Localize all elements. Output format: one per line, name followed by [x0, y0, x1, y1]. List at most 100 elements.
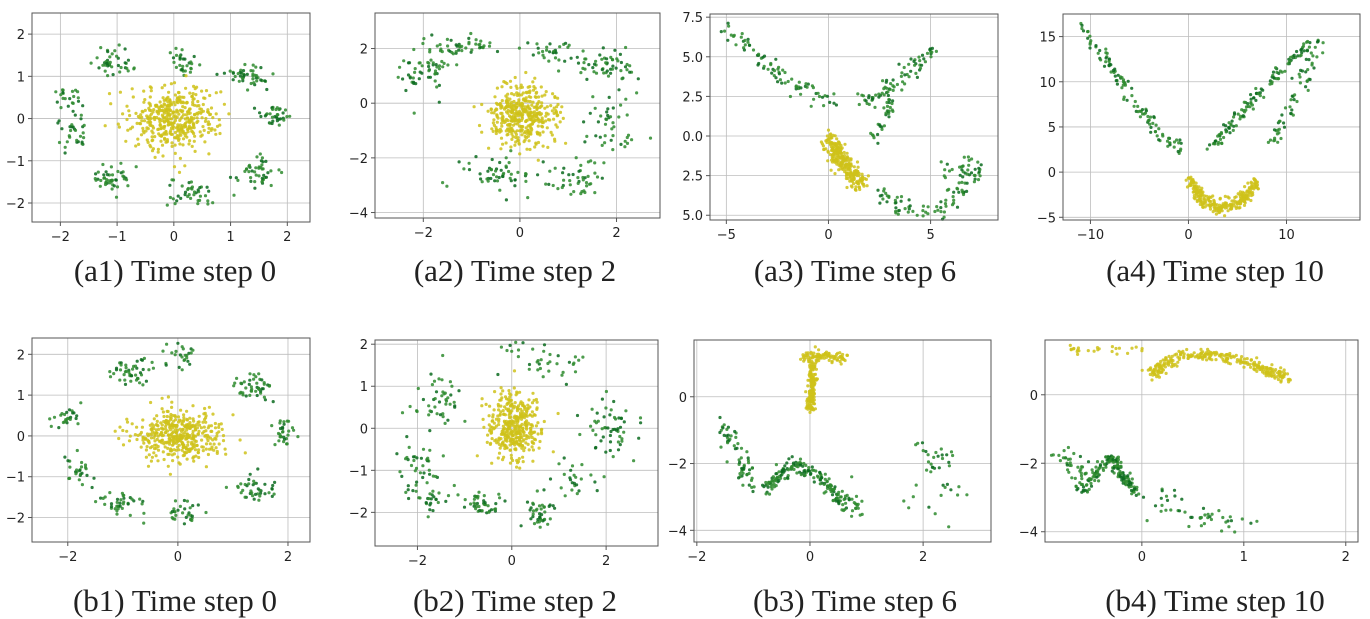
yellow-point [543, 106, 547, 110]
green-point [99, 496, 103, 500]
yellow-point [217, 430, 221, 434]
green-point [1153, 130, 1158, 134]
yellow-point [152, 451, 156, 455]
green-point [926, 460, 931, 464]
green-point [930, 465, 934, 469]
green-point [752, 485, 756, 489]
caption-a2: (a2) Time step 2 [413, 253, 617, 288]
yellow-point [218, 123, 222, 127]
green-point [479, 177, 483, 181]
green-point [719, 445, 723, 449]
green-point [1232, 115, 1236, 119]
yellow-point [184, 425, 188, 429]
green-point [138, 381, 142, 385]
green-point [404, 88, 408, 93]
yellow-point [516, 138, 520, 142]
green-point [548, 169, 552, 173]
green-point [602, 71, 606, 75]
yellow-point [1218, 207, 1222, 211]
yellow-point [512, 386, 516, 390]
green-point [57, 426, 61, 430]
green-point [190, 187, 194, 191]
yellow-point [162, 120, 166, 124]
yellow-point [183, 106, 187, 110]
green-point [1307, 58, 1311, 62]
yellow-point [167, 123, 171, 127]
green-point [608, 433, 612, 438]
green-point [123, 382, 128, 386]
yellow-point [139, 445, 143, 449]
green-point [576, 176, 580, 180]
green-point [448, 402, 452, 406]
green-point [1107, 59, 1111, 64]
green-point [1136, 104, 1140, 108]
green-point [1110, 469, 1114, 473]
green-point [121, 174, 125, 178]
green-point [508, 343, 512, 347]
green-point [252, 106, 257, 110]
green-point [1316, 39, 1320, 43]
green-point [1057, 453, 1061, 457]
green-point [1144, 109, 1148, 113]
green-point [285, 419, 289, 423]
green-point [129, 379, 133, 383]
green-point [779, 473, 783, 477]
green-point [601, 435, 605, 439]
green-point [398, 470, 402, 474]
yellow-point [186, 443, 190, 447]
yellow-point [181, 454, 185, 458]
green-point [241, 79, 245, 83]
green-point [279, 434, 283, 438]
green-point [265, 87, 269, 92]
yellow-point [543, 93, 547, 97]
green-point [132, 67, 136, 71]
green-point [617, 416, 621, 420]
yellow-point [204, 416, 208, 420]
green-point [780, 470, 784, 474]
yellow-point [1246, 197, 1250, 201]
green-point [890, 108, 894, 112]
green-point [620, 439, 624, 443]
yellow-point [852, 172, 856, 176]
yellow-point [173, 93, 177, 97]
green-point [255, 74, 259, 78]
green-point [110, 173, 115, 177]
green-point [251, 63, 255, 67]
green-point [477, 504, 481, 509]
yellow-point [1251, 193, 1255, 197]
green-point [718, 430, 722, 435]
green-point [619, 69, 623, 73]
green-point [1205, 147, 1209, 151]
green-point [916, 441, 920, 445]
green-point [1124, 479, 1128, 484]
green-point [170, 516, 174, 520]
yellow-point [192, 459, 196, 463]
green-point [783, 464, 787, 468]
green-point [606, 107, 610, 111]
green-point [236, 485, 240, 489]
green-point [173, 510, 177, 514]
plot-frame [374, 339, 659, 547]
green-point [852, 501, 856, 505]
green-point [581, 355, 585, 359]
green-point [831, 499, 835, 503]
green-point [174, 65, 178, 69]
yellow-point [168, 108, 172, 112]
green-point [885, 194, 889, 198]
yellow-point [178, 427, 182, 431]
green-point [124, 366, 128, 370]
yellow-point [491, 121, 495, 125]
green-point [407, 445, 411, 449]
green-point [893, 198, 897, 202]
yellow-point [109, 102, 113, 106]
green-point [555, 362, 559, 366]
green-point [562, 166, 566, 170]
yellow-point [192, 84, 196, 88]
green-point [138, 497, 142, 501]
yellow-point [522, 433, 526, 438]
green-point [252, 81, 256, 85]
yellow-point [535, 114, 539, 119]
green-point [850, 497, 854, 501]
yellow-point [172, 121, 176, 125]
